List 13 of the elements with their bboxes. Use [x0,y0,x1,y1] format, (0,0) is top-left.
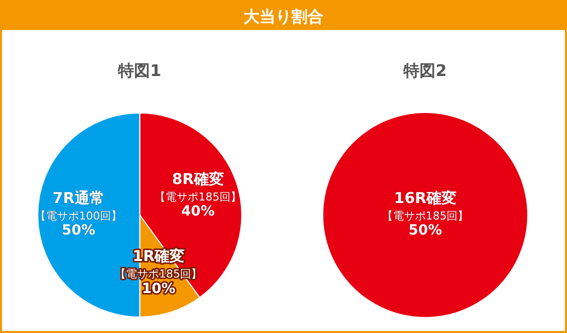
slice-label: 10% [142,280,176,297]
chart-subtitle: 特図2 [402,61,447,80]
slice-label: 【電サポ185回】 [382,209,469,222]
slice-label: 8R確変 [172,170,224,188]
chart-subtitle: 特図1 [117,61,162,80]
slice-label: 【電サポ185回】 [154,190,242,204]
slice-label: 40% [181,204,215,220]
slice-label: 16R確変 [394,189,456,207]
slice-label: 【電サポ100回】 [35,209,122,222]
slice-label: 50% [408,222,442,239]
text: 大当り割合 [244,7,324,26]
slice-label: 7R通常 [52,189,105,207]
slice-label: 50% [62,222,96,239]
